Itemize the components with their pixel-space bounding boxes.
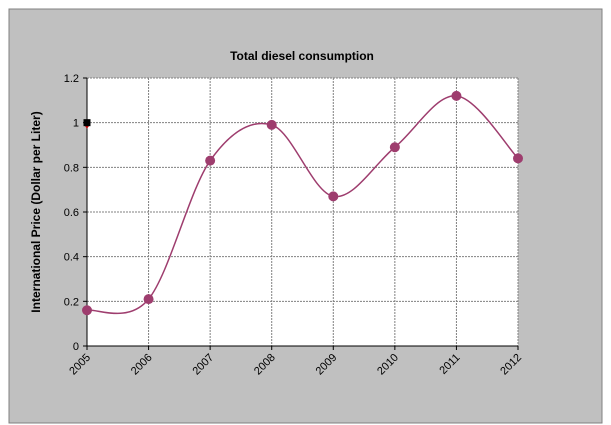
marker-layer	[82, 90, 523, 316]
y-tick-label-1: 0.2	[64, 296, 79, 308]
y-axis-label: International Price (Dollar per Liter)	[29, 111, 43, 312]
chart-title: Total diesel consumption	[230, 49, 374, 63]
data-point-2011	[451, 90, 462, 101]
data-point-2005	[82, 305, 92, 316]
data-point-2012	[513, 153, 523, 164]
y-tick-label-6: 1.2	[64, 73, 79, 85]
y-tick-label-5: 1	[73, 118, 79, 130]
y-tick-label-2: 0.4	[64, 252, 79, 264]
plot-area	[87, 78, 518, 346]
grid-layer	[87, 77, 519, 346]
y-tick-label-0: 0	[73, 341, 79, 353]
data-point-2008	[266, 119, 277, 130]
data-point-2010	[389, 142, 400, 153]
y-tick-label-3: 0.6	[64, 207, 79, 219]
secondary-marker-0	[83, 119, 91, 127]
data-point-2006	[143, 294, 154, 305]
y-tick-labels: 0 0.2 0.4 0.6 0.8 1 1.2	[64, 73, 79, 353]
series-line	[86, 95, 519, 315]
data-point-2009	[328, 191, 339, 202]
series-layer	[86, 95, 519, 315]
y-tick-label-4: 0.8	[64, 162, 79, 174]
data-point-2007	[205, 155, 216, 166]
